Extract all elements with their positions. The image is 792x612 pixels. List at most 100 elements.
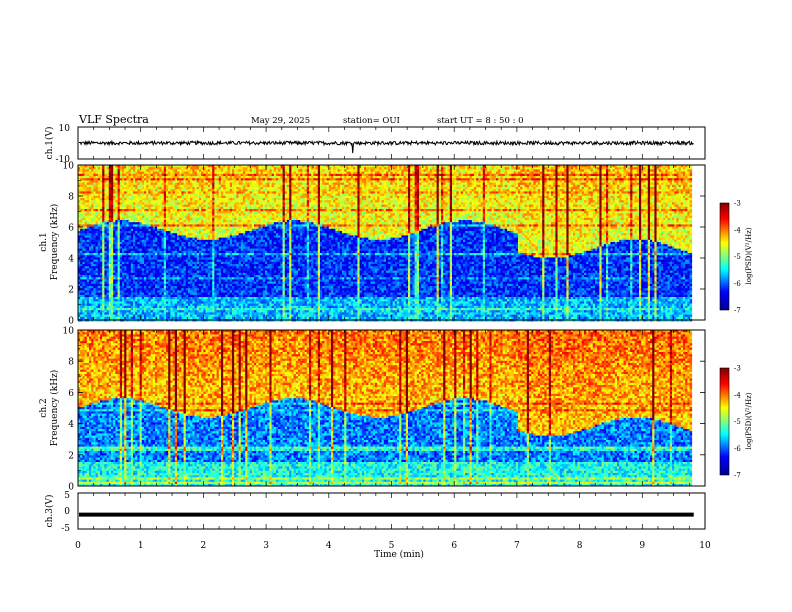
- spectrogram-cell: [188, 218, 191, 221]
- spectrogram-cell: [155, 286, 158, 289]
- spectrogram-cell: [179, 187, 182, 190]
- spectrogram-cell: [140, 253, 143, 256]
- spectrogram-cell: [190, 310, 193, 313]
- spectrogram-cell: [137, 306, 140, 309]
- spectrogram-cell: [184, 273, 187, 276]
- spectrogram-cell: [175, 242, 178, 245]
- spectrogram-cell: [155, 218, 158, 221]
- spectrogram-cell: [96, 299, 99, 302]
- spectrogram-cell: [214, 286, 217, 289]
- spectrogram-cell: [126, 275, 128, 278]
- spectrogram-cell: [192, 189, 195, 192]
- spectrogram-cell: [100, 169, 103, 172]
- spectrogram-cell: [179, 262, 182, 265]
- spectrogram-cell: [208, 211, 211, 214]
- spectrogram-cell: [186, 183, 189, 186]
- spectrogram-cell: [175, 282, 178, 285]
- spectrogram-cell: [177, 308, 180, 311]
- spectrogram-cell: [142, 202, 145, 205]
- spectrogram-cell: [85, 180, 88, 183]
- spectrogram-cell: [162, 169, 165, 172]
- spectrogram-cell: [208, 262, 211, 265]
- spectrogram-cell: [170, 238, 173, 241]
- spectrogram-cell: [98, 255, 101, 258]
- spectrogram-cell: [144, 260, 147, 263]
- spectrogram-cell: [192, 264, 195, 267]
- spectrogram-cell: [175, 200, 178, 203]
- spectrogram-cell: [135, 187, 138, 190]
- spectrogram-cell: [113, 227, 116, 230]
- spectrogram-cell: [89, 238, 92, 241]
- spectrogram-cell: [111, 271, 114, 274]
- spectrogram-cell: [201, 253, 204, 256]
- spectrogram-cell: [168, 222, 171, 225]
- spectrogram-cell: [197, 176, 200, 179]
- spectrogram-cell: [120, 213, 123, 216]
- spectrogram-cell: [129, 286, 132, 289]
- spectrogram-cell: [201, 260, 204, 263]
- spectrogram-cell: [104, 227, 107, 230]
- spectrogram-cell: [115, 191, 118, 194]
- spectrogram-cell: [175, 178, 178, 181]
- spectrogram-cell: [89, 293, 92, 296]
- spectrogram-cell: [109, 308, 112, 311]
- spectrogram-cell: [153, 187, 156, 190]
- spectrogram-cell: [93, 220, 96, 223]
- spectrogram-cell: [170, 205, 173, 208]
- spectrogram-cell: [173, 253, 176, 256]
- spectrogram-cell: [89, 167, 92, 170]
- spectrogram-cell: [166, 277, 169, 280]
- spectrogram-cell: [217, 238, 220, 241]
- spectrogram-cell: [98, 224, 101, 227]
- spectrogram-cell: [217, 211, 220, 214]
- spectrogram-cell: [223, 205, 226, 208]
- spectrogram-cell: [126, 211, 128, 214]
- spectrogram-cell: [82, 233, 85, 236]
- spectrogram-cell: [164, 227, 167, 230]
- spectrogram-cell: [93, 174, 96, 177]
- spectrogram-cell: [129, 180, 132, 183]
- spectrogram-cell: [104, 257, 107, 260]
- spectrogram-cell: [225, 224, 228, 227]
- spectrogram-cell: [210, 273, 213, 276]
- spectrogram-cell: [184, 213, 187, 216]
- spectrogram-cell: [212, 167, 215, 170]
- spectrogram-cell: [203, 200, 206, 203]
- spectrogram-cell: [111, 293, 114, 296]
- spectrogram-cell: [225, 312, 228, 315]
- spectrogram-cell: [93, 299, 96, 302]
- spectrogram-cell: [155, 209, 158, 212]
- spectrogram-cell: [164, 216, 167, 219]
- spectrogram-cell: [115, 301, 118, 304]
- spectrogram-cell: [179, 216, 182, 219]
- spectrogram-cell: [203, 288, 206, 291]
- spectrogram-cell: [102, 312, 105, 315]
- spectrogram-cell: [168, 174, 171, 177]
- spectrogram-cell: [201, 227, 204, 230]
- spectrogram-cell: [179, 312, 182, 315]
- spectrogram-cell: [89, 271, 92, 274]
- spectrogram-cell: [89, 279, 92, 282]
- spectrogram-cell: [219, 260, 222, 263]
- spectrogram-cell: [214, 312, 217, 315]
- spectrogram-cell: [195, 207, 198, 210]
- spectrogram-cell: [177, 178, 180, 181]
- spectrogram-cell: [159, 174, 162, 177]
- spectrogram-cell: [159, 251, 162, 254]
- spectrogram-cell: [137, 288, 140, 291]
- spectrogram-cell: [100, 207, 103, 210]
- spectrogram-cell: [223, 268, 226, 271]
- spectrogram-cell: [129, 213, 132, 216]
- spectrogram-cell: [93, 295, 96, 298]
- spectrogram-cell: [184, 244, 187, 247]
- spectrogram-cell: [155, 251, 158, 254]
- spectrogram-cell: [225, 279, 228, 282]
- spectrogram-cell: [96, 282, 99, 285]
- spectrogram-cell: [142, 306, 145, 309]
- spectrogram-cell: [159, 202, 162, 205]
- spectrogram-cell: [173, 196, 176, 199]
- spectrogram-cell: [188, 238, 191, 241]
- spectrogram-cell: [100, 253, 103, 256]
- spectrogram-cell: [124, 260, 127, 263]
- spectrogram-cell: [144, 174, 147, 177]
